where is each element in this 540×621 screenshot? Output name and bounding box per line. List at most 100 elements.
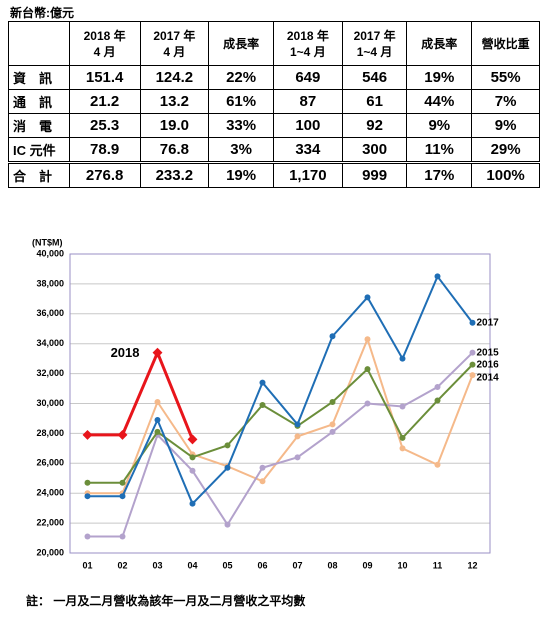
marker [294, 454, 301, 461]
table-row: 通 訊 21.2 13.2 61% 87 61 44% 7% [8, 89, 540, 114]
header-text: 1~4 月 [290, 44, 326, 59]
cell: 276.8 [68, 161, 141, 188]
marker [399, 445, 406, 452]
cell: 61% [208, 89, 274, 114]
marker [117, 429, 128, 440]
marker [119, 533, 126, 540]
footnote: 註： 一月及二月營收為該年一月及二月營收之平均數 [26, 594, 306, 608]
cell: 9% [471, 113, 540, 138]
x-tick-label: 11 [433, 560, 443, 570]
marker [329, 421, 336, 428]
marker [364, 366, 371, 373]
cell: 100% [471, 161, 540, 188]
marker [434, 461, 441, 468]
y-tick-label: 20,000 [36, 547, 64, 557]
unit-label: 新台幣:億元 [10, 6, 74, 20]
chart: (NT$M) 20,000 22,000 24,000 26,000 28,000 30,0… [32, 237, 500, 570]
marker [469, 349, 476, 356]
marker [189, 500, 196, 507]
cell: 19% [406, 65, 473, 90]
cell: 87 [272, 89, 343, 114]
cell: 21.2 [68, 89, 141, 114]
marker [434, 397, 441, 404]
marker [224, 521, 231, 528]
marker [364, 294, 371, 301]
line [87, 351, 474, 538]
table-row: 合 計 276.8 233.2 19% 1,170 999 17% 100% [8, 161, 540, 188]
x-tick-label: 02 [117, 560, 127, 570]
table-row: 消 電 25.3 19.0 33% 100 92 9% 9% [8, 113, 540, 138]
marker [119, 479, 126, 486]
x-tick-label: 09 [362, 560, 372, 570]
cell: 19% [208, 161, 274, 188]
marker [152, 347, 163, 358]
marker [119, 493, 126, 500]
y-axis-label: (NT$M) [32, 237, 63, 247]
cell: 151.4 [68, 65, 141, 90]
cell: 33% [208, 113, 274, 138]
cell: 44% [406, 89, 473, 114]
header-text: 成長率 [223, 36, 260, 51]
cell: 9% [406, 113, 473, 138]
line [87, 336, 474, 495]
marker [154, 428, 161, 435]
cell: 999 [341, 161, 408, 188]
y-tick-label: 32,000 [36, 368, 64, 378]
row-label: 合 計 [8, 161, 70, 188]
row-label: IC 元件 [8, 137, 70, 163]
header-text: 2018 年 [83, 28, 126, 43]
marker [224, 442, 231, 449]
marker [294, 433, 301, 440]
header-text: 2017 年 [353, 28, 396, 43]
marker [399, 403, 406, 410]
marker [329, 333, 336, 340]
cell: 78.9 [68, 137, 141, 163]
marker [364, 400, 371, 407]
cell: 3% [208, 137, 274, 163]
y-tick-label: 30,000 [36, 398, 64, 408]
y-tick-label: 22,000 [36, 517, 64, 527]
x-tick-label: 01 [82, 560, 92, 570]
header-cell: 2017 年 1~4 月 [341, 21, 408, 66]
table-row: IC 元件 78.9 76.8 3% 334 300 11% 29% [8, 137, 540, 163]
y-tick-label: 40,000 [36, 248, 64, 258]
cell: 55% [471, 65, 540, 90]
header-cell [8, 21, 70, 66]
cell: 13.2 [139, 89, 210, 114]
cell: 29% [471, 137, 540, 163]
line [87, 348, 194, 440]
x-tick-label: 03 [152, 560, 162, 570]
x-tick-label: 10 [397, 560, 407, 570]
cell: 649 [272, 65, 343, 90]
marker [84, 493, 91, 500]
marker [259, 379, 266, 386]
marker [329, 399, 336, 406]
row-label: 資 訊 [8, 65, 70, 90]
line [87, 363, 474, 484]
marker [82, 429, 93, 440]
cell: 1,170 [272, 161, 343, 188]
x-tick-label: 08 [327, 560, 337, 570]
marker [224, 464, 231, 471]
cell: 300 [341, 137, 408, 163]
marker [329, 428, 336, 435]
header-text: 2017 年 [153, 28, 196, 43]
series-label: 2016 [477, 359, 500, 370]
y-tick-label: 38,000 [36, 278, 64, 288]
cell: 7% [471, 89, 540, 114]
marker [399, 434, 406, 441]
cell: 546 [341, 65, 408, 90]
marker [154, 416, 161, 423]
marker [259, 478, 266, 485]
header-text: 2018 年 [286, 28, 329, 43]
marker [154, 399, 161, 406]
y-tick-label: 28,000 [36, 428, 64, 438]
row-label: 消 電 [8, 113, 70, 138]
cell: 100 [272, 113, 343, 138]
header-text: 4 月 [163, 44, 186, 59]
cell: 233.2 [139, 161, 210, 188]
header-text: 成長率 [421, 36, 458, 51]
